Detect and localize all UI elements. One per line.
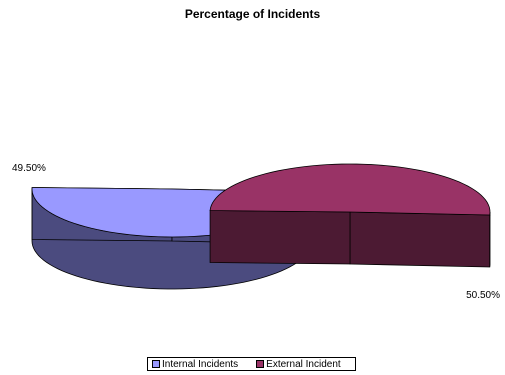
legend-label-internal: Internal Incidents	[162, 358, 239, 370]
legend-item-internal: Internal Incidents	[152, 359, 238, 370]
legend-label-external: External Incident	[266, 358, 341, 370]
legend-item-external: External Incident	[256, 359, 341, 370]
legend-swatch-external	[256, 360, 265, 368]
chart-title: Percentage of Incidents	[184, 7, 321, 21]
slice-external	[209, 163, 491, 268]
legend-swatch-internal	[152, 360, 160, 368]
slice-external-label: 50.50%	[466, 290, 500, 301]
slice-internal-label: 49.50%	[12, 163, 46, 174]
legend: Internal Incidents External Incident	[147, 357, 356, 371]
